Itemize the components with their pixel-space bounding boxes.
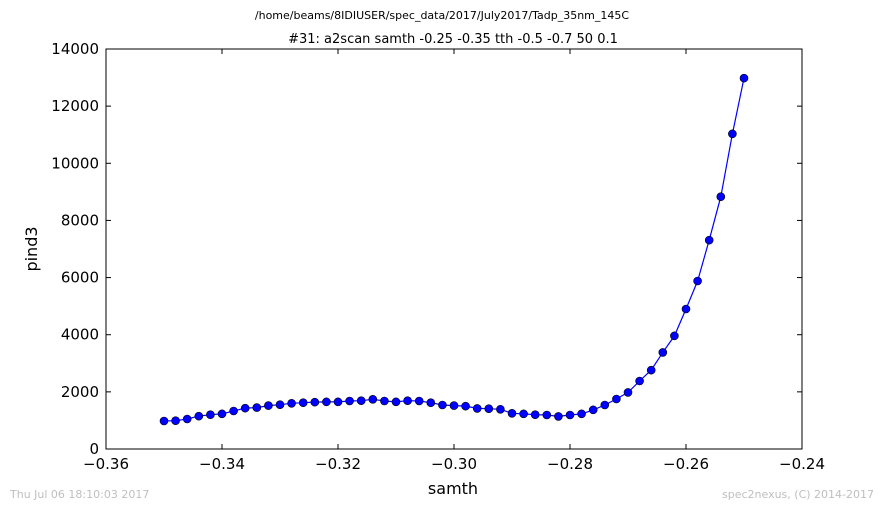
data-point bbox=[391, 397, 401, 407]
data-point bbox=[171, 416, 180, 426]
y-axis-label: pind3 bbox=[22, 226, 41, 271]
chart-title: #31: a2scan samth -0.25 -0.35 tth -0.5 -… bbox=[288, 32, 618, 47]
data-point bbox=[287, 398, 296, 408]
data-point bbox=[461, 401, 470, 411]
data-point bbox=[252, 403, 262, 412]
x-tick-label: −0.36 bbox=[83, 455, 129, 473]
data-point bbox=[356, 396, 366, 406]
y-tick-label: 14000 bbox=[51, 40, 99, 58]
data-point bbox=[206, 410, 215, 420]
y-tick-label: 8000 bbox=[61, 211, 99, 229]
axes-frame bbox=[105, 48, 803, 450]
y-tick-label: 4000 bbox=[61, 326, 99, 344]
data-point bbox=[264, 401, 273, 410]
data-point bbox=[403, 396, 412, 406]
data-point bbox=[182, 414, 192, 424]
y-tick-label: 2000 bbox=[61, 383, 99, 401]
data-point bbox=[333, 397, 343, 407]
data-point bbox=[646, 365, 656, 375]
data-point bbox=[380, 396, 389, 406]
data-point bbox=[704, 235, 714, 245]
data-point bbox=[368, 394, 378, 404]
data-point bbox=[530, 410, 540, 420]
data-point bbox=[472, 404, 482, 413]
data-point bbox=[739, 73, 749, 83]
x-tick-label: −0.32 bbox=[315, 455, 361, 473]
data-point bbox=[414, 396, 424, 406]
data-point bbox=[670, 331, 679, 341]
footer-timestamp: Thu Jul 06 18:10:03 2017 bbox=[10, 488, 150, 501]
data-point bbox=[310, 397, 320, 407]
data-point bbox=[623, 388, 633, 397]
data-point bbox=[438, 400, 447, 410]
data-point bbox=[554, 412, 563, 421]
data-point bbox=[565, 410, 575, 420]
data-point bbox=[728, 129, 737, 139]
data-point bbox=[635, 376, 644, 386]
data-point bbox=[345, 396, 354, 406]
data-point bbox=[217, 409, 227, 419]
data-point bbox=[716, 192, 726, 202]
series-line bbox=[163, 77, 745, 422]
plot-area: −0.36 −0.34 −0.32 −0.30 −0.28 −0.26 −0.24 0 2000… bbox=[51, 40, 825, 473]
data-point bbox=[693, 276, 702, 286]
x-tick-label: −0.26 bbox=[663, 455, 709, 473]
x-tick-label: −0.30 bbox=[431, 455, 477, 473]
data-point bbox=[298, 398, 308, 408]
x-tick-label: −0.34 bbox=[199, 455, 245, 473]
x-axis-label: samth bbox=[428, 479, 478, 498]
figure-suptitle: /home/beams/8IDIUSER/spec_data/2017/July… bbox=[254, 9, 630, 22]
data-point bbox=[577, 409, 586, 419]
data-point bbox=[275, 400, 285, 410]
data-point bbox=[588, 405, 598, 415]
y-tick-label: 12000 bbox=[51, 97, 99, 115]
data-point bbox=[681, 304, 691, 314]
y-tick-label: 6000 bbox=[61, 269, 99, 287]
data-point bbox=[519, 409, 528, 419]
data-point bbox=[542, 410, 552, 420]
data-point bbox=[229, 406, 238, 416]
data-point bbox=[159, 416, 169, 426]
data-point bbox=[658, 348, 668, 357]
x-tick-label: −0.24 bbox=[779, 455, 825, 473]
y-tick-label: 10000 bbox=[51, 154, 99, 172]
data-point bbox=[600, 400, 610, 410]
data-point bbox=[240, 403, 250, 413]
footer-credit: spec2nexus, (C) 2014-2017 bbox=[722, 488, 874, 501]
data-point bbox=[484, 404, 494, 414]
data-point bbox=[612, 394, 621, 404]
data-point bbox=[426, 398, 436, 408]
y-tick-label: 0 bbox=[89, 440, 99, 458]
data-point bbox=[496, 404, 505, 414]
data-point bbox=[449, 401, 459, 410]
data-point bbox=[322, 397, 331, 407]
x-tick-label: −0.28 bbox=[547, 455, 593, 473]
data-point bbox=[507, 408, 517, 418]
data-point bbox=[194, 411, 204, 421]
